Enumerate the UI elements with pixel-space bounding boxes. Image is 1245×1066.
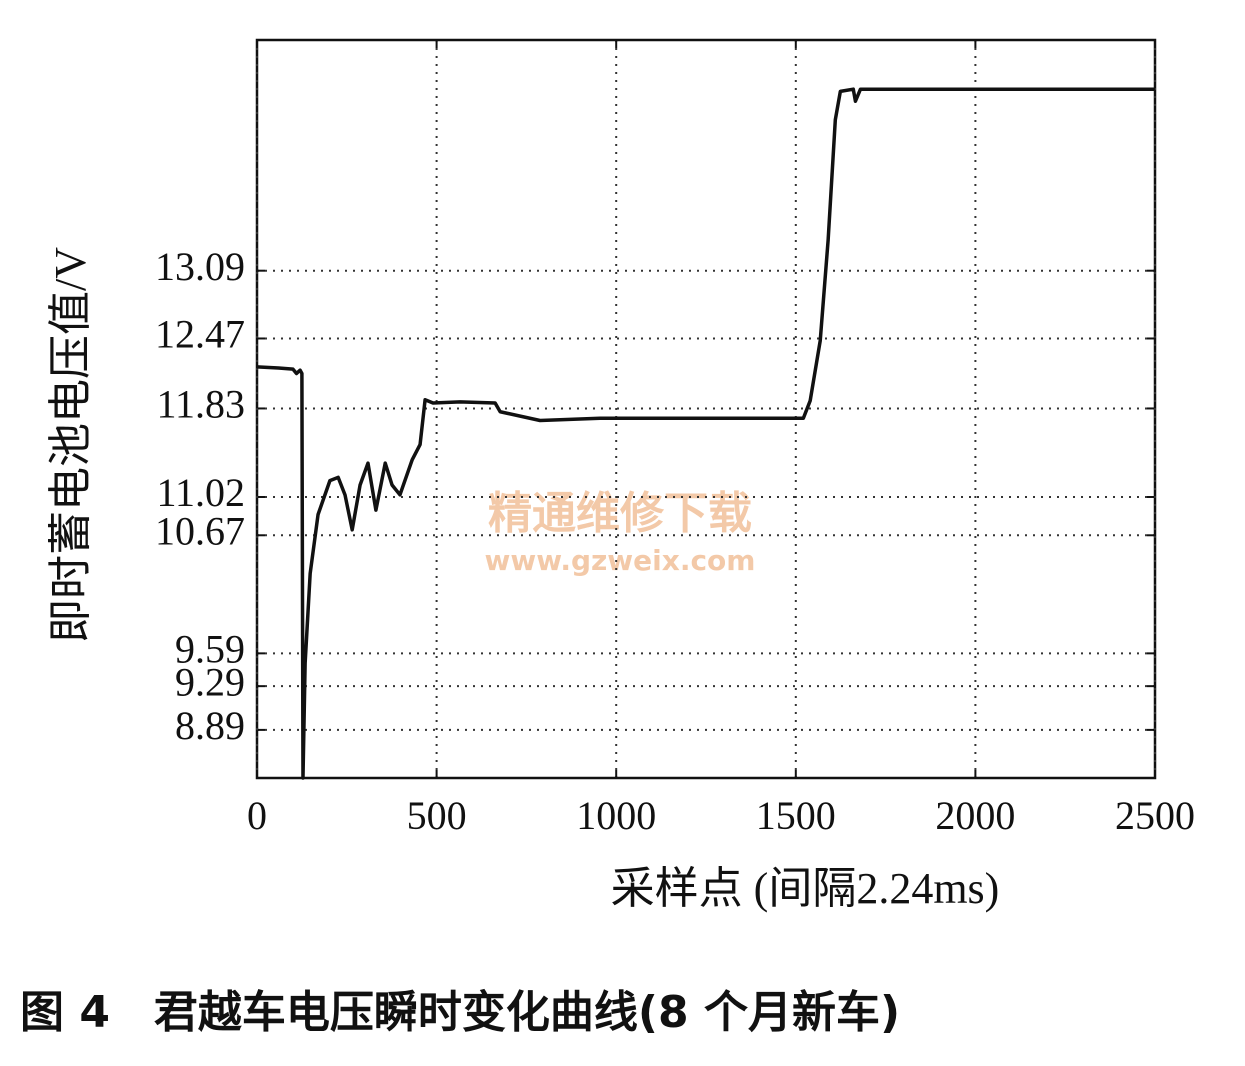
caption: 图 4 君越车电压瞬时变化曲线(8 个月新车) (20, 987, 900, 1038)
x-tick-label: 0 (247, 793, 267, 838)
x-tick-label: 500 (407, 793, 467, 838)
x-tick-label: 1500 (756, 793, 836, 838)
y-tick-label: 9.59 (175, 627, 245, 672)
y-tick-label: 8.89 (175, 703, 245, 748)
x-tick-label: 1000 (576, 793, 656, 838)
y-tick-label: 10.67 (155, 508, 245, 553)
y-tick-label: 11.83 (156, 382, 245, 427)
y-axis-label: 即时蓄电池电压值/V (46, 247, 95, 643)
x-axis-label: 采样点 (间隔2.24ms) (611, 864, 1000, 913)
x-tick-label: 2500 (1115, 793, 1195, 838)
watermark: 精通维修下载 (488, 489, 752, 538)
y-tick-label: 13.09 (155, 244, 245, 289)
watermark-url: www.gzweix.com (485, 544, 756, 577)
y-tick-label: 11.02 (156, 470, 245, 515)
y-tick-label: 9.29 (175, 659, 245, 704)
y-tick-label: 12.47 (155, 312, 245, 357)
data-line (256, 87, 1155, 780)
x-tick-label: 2000 (935, 793, 1015, 838)
